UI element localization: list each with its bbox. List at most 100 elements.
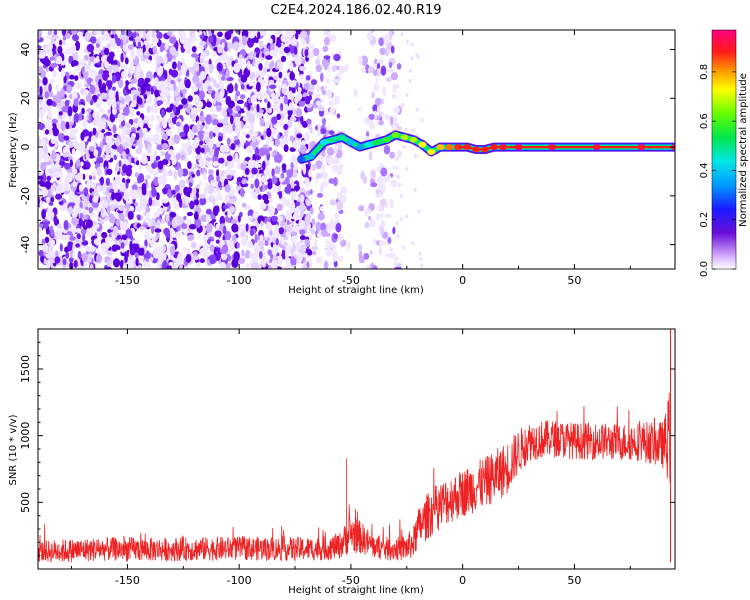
noise-blob <box>210 113 218 119</box>
noise-blob <box>254 233 258 244</box>
noise-blob <box>125 166 132 177</box>
noise-blob <box>255 155 261 161</box>
ridge-point <box>329 136 337 143</box>
noise-blob <box>216 62 223 72</box>
noise-blob <box>323 30 327 36</box>
noise-blob <box>48 127 52 136</box>
noise-blob <box>226 137 231 145</box>
noise-blob <box>414 154 418 159</box>
noise-blob <box>301 163 307 171</box>
noise-blob <box>82 233 86 242</box>
noise-blob <box>187 161 192 169</box>
noise-blob <box>337 191 343 201</box>
noise-blob <box>390 179 398 188</box>
noise-blob <box>213 181 218 187</box>
noise-blob <box>117 79 124 88</box>
noise-blob <box>374 58 378 64</box>
noise-blob <box>382 86 387 97</box>
noise-blob <box>298 100 306 107</box>
noise-blob <box>50 184 54 195</box>
noise-blob <box>280 34 287 43</box>
noise-blob <box>322 174 328 180</box>
noise-blob <box>186 211 194 217</box>
ridge-point <box>382 136 391 143</box>
noise-blob <box>153 149 158 158</box>
noise-blob <box>155 192 160 201</box>
noise-blob <box>288 81 293 88</box>
noise-blob <box>78 184 84 192</box>
noise-blob <box>393 106 400 114</box>
noise-blob <box>364 210 368 217</box>
noise-blob <box>299 235 306 241</box>
noise-blob <box>191 162 196 169</box>
noise-blob <box>139 201 147 211</box>
noise-blob <box>151 217 156 227</box>
noise-blob <box>55 193 63 200</box>
noise-blob <box>153 171 158 178</box>
noise-blob <box>286 183 292 192</box>
noise-blob <box>101 209 105 214</box>
noise-blob <box>395 174 399 179</box>
y-tick-label: 1500 <box>19 355 32 383</box>
noise-blob <box>236 99 244 104</box>
noise-blob <box>187 130 195 140</box>
noise-blob <box>202 226 206 235</box>
noise-blob <box>299 239 304 244</box>
noise-blob <box>385 77 392 83</box>
noise-blob <box>258 108 264 114</box>
colorbar-tick-label: 0.6 <box>699 113 710 129</box>
noise-blob <box>49 91 54 98</box>
noise-blob <box>262 148 270 156</box>
noise-blob <box>236 242 240 249</box>
noise-blob <box>45 196 52 204</box>
noise-blob <box>390 115 394 126</box>
noise-blob <box>271 116 278 125</box>
noise-blob <box>99 132 104 141</box>
noise-blob <box>81 107 85 115</box>
noise-blob <box>276 203 283 211</box>
noise-blob <box>143 259 147 268</box>
noise-blob <box>240 137 245 148</box>
noise-blob <box>63 135 70 141</box>
noise-blob <box>278 191 283 199</box>
noise-blob <box>270 92 276 100</box>
noise-blob <box>290 38 298 46</box>
noise-blob <box>264 120 270 129</box>
noise-blob <box>178 80 185 91</box>
noise-blob <box>90 181 96 189</box>
noise-blob <box>323 260 329 269</box>
noise-blob <box>156 247 163 252</box>
noise-blob <box>61 60 65 66</box>
noise-blob <box>309 234 313 241</box>
noise-blob <box>193 199 200 206</box>
noise-blob <box>76 31 84 37</box>
noise-blob <box>313 238 318 248</box>
noise-blob <box>304 95 311 105</box>
noise-blob <box>215 83 220 89</box>
noise-blob <box>227 100 235 109</box>
noise-blob <box>242 115 250 122</box>
noise-blob <box>90 36 97 44</box>
noise-blob <box>418 251 422 256</box>
noise-blob <box>220 180 225 187</box>
noise-blob <box>242 223 246 233</box>
noise-blob <box>285 225 293 232</box>
noise-blob <box>419 256 423 261</box>
noise-blob <box>396 63 402 70</box>
noise-blob <box>375 188 380 195</box>
noise-blob <box>249 71 256 81</box>
noise-blob <box>142 127 148 134</box>
noise-blob <box>156 100 164 105</box>
noise-blob <box>60 234 68 241</box>
noise-blob <box>336 200 344 211</box>
noise-blob <box>300 144 307 154</box>
noise-blob <box>149 43 154 49</box>
noise-blob <box>157 66 163 77</box>
noise-blob <box>243 106 247 112</box>
noise-blob <box>195 55 199 63</box>
noise-blob <box>193 251 198 257</box>
noise-blob <box>85 219 93 229</box>
noise-blob <box>224 55 231 64</box>
noise-blob <box>43 259 49 265</box>
noise-blob <box>61 106 69 113</box>
